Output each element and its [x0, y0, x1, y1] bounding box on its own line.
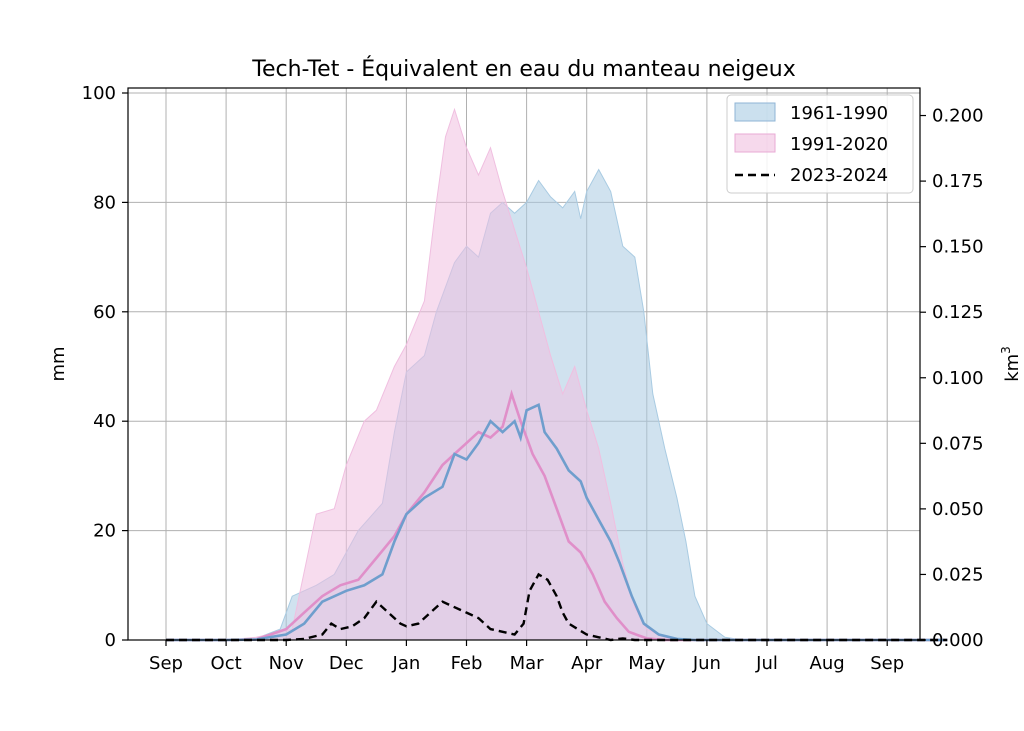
y-tick-label-right: 0.075 — [932, 433, 984, 454]
median-line-1961-1990 — [166, 402, 948, 642]
x-tick-label: Dec — [329, 653, 364, 674]
legend-label-1961-1990: 1961-1990 — [790, 103, 888, 124]
chart-title: Tech-Tet - Équivalent en eau du manteau … — [251, 56, 795, 82]
x-tick-label: Jan — [392, 653, 421, 674]
x-tick-label: Apr — [571, 653, 603, 674]
x-tick-label: Jul — [755, 653, 778, 674]
x-tick-label: Sep — [870, 653, 904, 674]
y-tick-label-right: 0.200 — [932, 106, 984, 127]
y-tick-label-right: 0.025 — [932, 564, 984, 585]
x-tick-label: Aug — [810, 653, 845, 674]
plot-frame — [127, 87, 921, 641]
x-tick-label: May — [628, 653, 666, 674]
y-tick-label-right: 0.150 — [932, 237, 984, 258]
y-tick-label-right: 0.050 — [932, 499, 984, 520]
y-tick-label-left: 20 — [93, 521, 116, 542]
line-2023-2024 — [166, 572, 948, 642]
y-tick-label-left: 60 — [93, 302, 116, 323]
legend-swatch-1961-1990 — [734, 102, 776, 122]
y-tick-label-left: 40 — [93, 411, 116, 432]
x-tick-label: Oct — [211, 653, 242, 674]
y-tick-label-right: 0.175 — [932, 171, 984, 192]
x-tick-label: Mar — [510, 653, 545, 674]
y-tick-label-right: 0.100 — [932, 368, 984, 389]
x-tick-label: Feb — [451, 653, 483, 674]
y-tick-label-left: 80 — [93, 192, 116, 213]
legend: 1961-1990 1991-2020 2023-2024 — [726, 94, 914, 194]
y-tick-label-left: 0 — [105, 630, 116, 651]
y-axis-left: 0 20 40 60 80 100 — [82, 83, 128, 651]
y-tick-label-right: 0.125 — [932, 302, 984, 323]
y-axis-label-right-exponent: 3 — [999, 346, 1013, 354]
x-axis: Sep Oct Nov Dec Jan Feb Mar Apr May Jun Jul Aug Sep — [149, 640, 904, 674]
y-axis-label-right: km3 — [999, 346, 1023, 382]
y-tick-label-right: 0.000 — [932, 630, 984, 651]
legend-label-1991-2020: 1991-2020 — [790, 134, 888, 155]
y-tick-label-left: 100 — [82, 83, 116, 104]
y-axis-right: 0.000 0.025 0.050 0.075 0.100 0.125 0.150 0.175… — [920, 106, 984, 651]
y-axis-label-left: mm — [48, 346, 69, 381]
band-1991-2020 — [166, 107, 948, 641]
x-tick-label: Nov — [269, 653, 304, 674]
x-tick-label: Jun — [692, 653, 721, 674]
legend-label-2023-2024: 2023-2024 — [790, 165, 888, 186]
y-axis-label-right-base: km — [1002, 354, 1023, 382]
series-lines — [166, 389, 948, 642]
percentile-bands — [166, 107, 948, 641]
x-tick-label: Sep — [149, 653, 183, 674]
legend-swatch-1991-2020 — [734, 133, 776, 153]
